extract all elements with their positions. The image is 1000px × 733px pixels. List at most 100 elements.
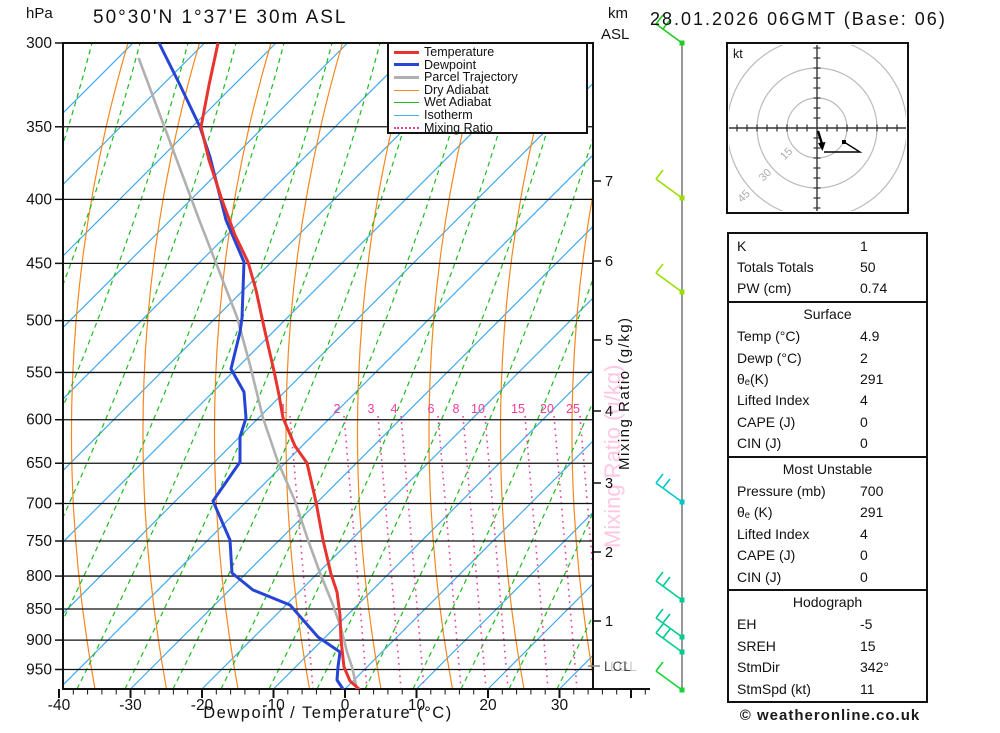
sounding-profiles [137,43,361,689]
km-tick-label: 3 [605,476,613,492]
table-row: Totals Totals 50 [729,256,926,277]
legend-item-temperature: Temperature [389,46,586,59]
indices-table-summary: K 1 Totals Totals 50 PW (cm) 0.74 [727,232,928,304]
mixing-ratio-value-label: 4 [391,402,398,416]
lcl-label-echo: LCL [610,659,638,674]
row-label: Lifted Index [737,392,810,409]
x-axis-tick-label: 10 [408,697,426,714]
wind-barb [655,263,685,295]
pressure-tick-label: 850 [26,601,52,618]
row-value: 4 [860,525,868,542]
table-row: CAPE (J) 0 [729,411,926,432]
legend-item-isotherm: Isotherm [389,109,586,122]
run-datetime-label: 28.01.2026 06GMT (Base: 06) [650,9,947,29]
table-row: StmDir 342° [729,656,926,677]
copyright-label: © weatheronline.co.uk [739,707,921,724]
isotherm-line [63,154,593,686]
wet-adiabat-line [63,43,285,622]
row-value: 4 [860,392,868,409]
row-value: 2 [860,349,868,366]
km-tick-label: 2 [605,545,613,561]
legend-label: Dewpoint [424,57,477,72]
row-label: Dewp (°C) [737,349,802,366]
dry-adiabat-line [142,43,201,689]
mixing-ratio-value-label: 6 [428,402,435,416]
row-value: 4.9 [860,328,880,345]
isotherm-line [63,43,277,257]
dewpoint-curve [157,43,345,689]
table-row: StmSpd (kt) 11 [729,678,926,699]
wind-barb [655,169,685,201]
row-value: 11 [860,680,875,697]
table-row: Dewp (°C) 2 [729,347,926,368]
x-axis-tick-label: -10 [262,697,285,714]
pressure-tick-label: 550 [26,364,52,381]
mixing-ratio-value-label: 3 [368,402,375,416]
wind-barb [655,623,685,655]
row-label: SREH [737,637,776,654]
wet-adiabat-line [220,43,477,689]
row-value: 1 [860,237,868,254]
isotherm-line [201,297,593,689]
wind-barb-column [655,14,685,693]
table-row: PW (cm) 0.74 [729,278,926,299]
isotherm-line [63,82,593,615]
row-value: 291 [860,504,884,521]
dry-adiabat-line [70,43,129,689]
pressure-tick-label: 950 [26,661,52,678]
legend-item-dewpoint: Dewpoint [389,59,586,72]
x-axis-tick-label: 20 [479,697,497,714]
row-label: CAPE (J) [737,547,796,564]
table-row: Pressure (mb) 700 [729,480,926,501]
table-title: Surface [803,306,852,323]
wind-barb [655,661,685,693]
isotherm-line [63,43,134,114]
mixing-ratio-value-label: 20 [540,402,554,416]
km-tick-label: 5 [605,333,613,349]
isotherm-line [273,368,593,689]
mixing-ratio-line [400,415,425,689]
km-tick-label: 1 [605,614,613,630]
x-axis-tick-label: -20 [191,697,214,714]
station-title: 50°30'N 1°37'E 30m ASL [93,7,348,28]
table-row: CIN (J) 0 [729,566,926,587]
x-axis-tick-label: -30 [119,697,142,714]
pressure-tick-label: 650 [26,455,52,472]
legend-label: Isotherm [424,108,473,123]
table-row: Temp (°C) 4.9 [729,326,926,347]
row-label: Temp (°C) [737,328,801,345]
wind-barb [655,473,685,505]
pressure-unit-label: hPa [26,5,53,22]
row-value: 0 [860,413,868,430]
row-label: θₑ(K) [737,371,769,388]
lcl-label: LCL [604,659,632,674]
wet-adiabat-line [63,43,141,287]
wet-adiabat-line [412,277,593,689]
km-tick-label: 7 [605,174,613,190]
legend-swatch-line [394,126,419,129]
mixing-ratio-line [343,415,368,689]
mixing-ratio-watermark: Mixing Ratio (g/kg) [600,365,625,548]
row-label: CAPE (J) [737,413,796,430]
legend-item-mixing-ratio: Mixing Ratio [389,122,586,135]
hodograph-trace [824,141,863,153]
row-value: 0.74 [860,280,888,297]
mixing-ratio-line [579,415,593,580]
table-row: Lifted Index 4 [729,390,926,411]
wet-adiabat-line [364,135,593,689]
asl-axis-ref-label: ASL [601,26,630,43]
mixing-ratio-value-label: 2 [334,402,341,416]
table-row: SREH 15 [729,635,926,656]
row-value: 291 [860,371,884,388]
mixing-ratio-line [377,415,402,689]
table-row: θₑ (K) 291 [729,502,926,523]
indices-table-surface: Surface Temp (°C) 4.9 Dewp (°C) 2 θₑ(K) 291 Lif… [727,301,928,458]
legend-swatch-line [394,75,419,79]
table-row: CAPE (J) 0 [729,544,926,565]
wind-barb [655,571,685,603]
x-axis-tick-label: 30 [551,697,569,714]
isotherm-line [63,43,348,329]
